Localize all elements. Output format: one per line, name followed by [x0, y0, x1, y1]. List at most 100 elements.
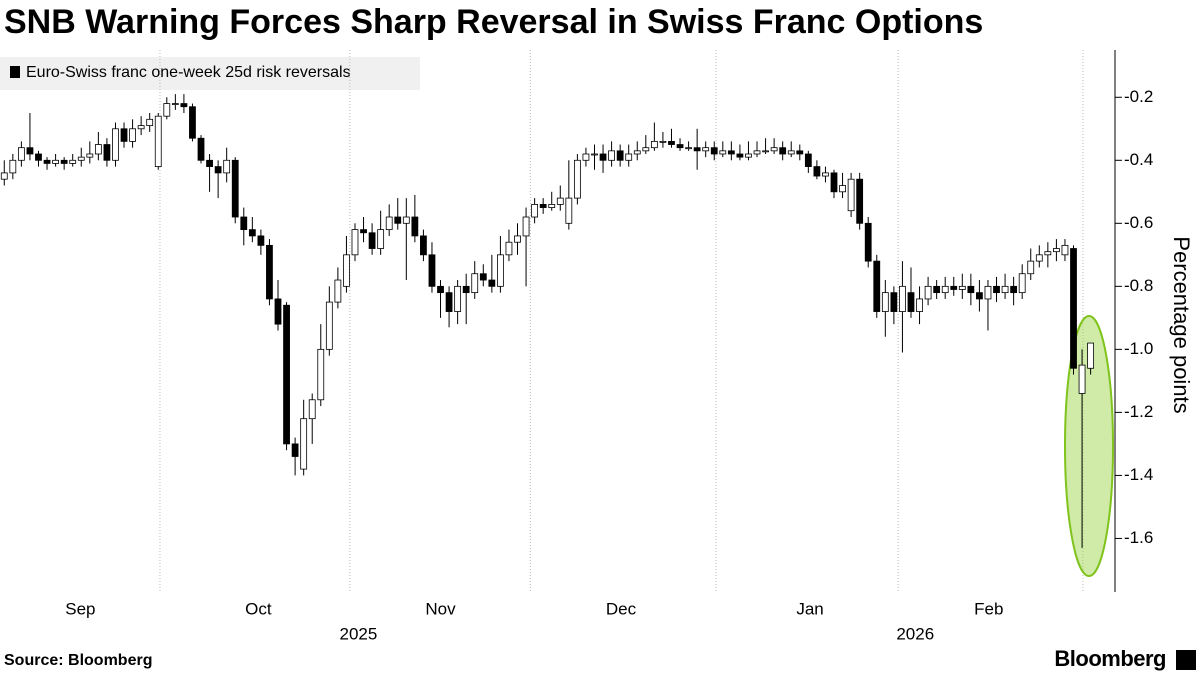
- year-label: 2026: [896, 624, 934, 643]
- candle-body: [736, 153, 744, 158]
- candle-body: [633, 150, 641, 155]
- candle-body: [531, 204, 539, 218]
- candle-body: [411, 216, 419, 237]
- candle-body: [659, 140, 667, 143]
- candle-body: [950, 285, 958, 290]
- x-tick-label: Sep: [65, 599, 95, 618]
- candle-body: [565, 197, 573, 224]
- candle-body: [719, 150, 727, 155]
- candle-body: [556, 197, 564, 205]
- candle-body: [1078, 364, 1086, 394]
- candle-body: [43, 159, 51, 164]
- y-tick-label: -1.2: [1124, 402, 1153, 421]
- candle-body: [779, 147, 787, 155]
- candle-body: [103, 144, 111, 161]
- candle-body: [967, 285, 975, 294]
- candle-body: [146, 118, 154, 127]
- y-tick-label: -1.4: [1124, 465, 1153, 484]
- candle-body: [1087, 342, 1095, 369]
- candle-body: [591, 153, 598, 156]
- candle-body: [154, 115, 162, 167]
- candle-body: [668, 140, 675, 145]
- candle-body: [582, 153, 590, 161]
- candle-body: [189, 106, 196, 139]
- y-tick-label: -0.6: [1124, 213, 1153, 232]
- candle-body: [394, 216, 402, 224]
- candle-body: [608, 150, 615, 161]
- candle-body: [1070, 248, 1077, 369]
- candle-body: [26, 147, 34, 155]
- candle-body: [488, 279, 496, 287]
- x-tick-label: Oct: [245, 599, 272, 618]
- candle-body: [753, 150, 761, 155]
- candle-body: [248, 229, 256, 237]
- candle-body: [206, 159, 213, 167]
- candle-body: [300, 418, 308, 470]
- candle-body: [573, 159, 581, 199]
- chart-title: SNB Warning Forces Sharp Reversal in Swi…: [4, 3, 983, 41]
- candle-body: [360, 229, 367, 234]
- candle-body: [368, 232, 376, 249]
- candle-body: [69, 159, 77, 164]
- candle-body: [505, 241, 513, 256]
- x-tick-label: Nov: [425, 599, 456, 618]
- candle-body: [112, 128, 119, 161]
- candle-body: [1018, 273, 1026, 294]
- candle-body: [437, 285, 444, 294]
- candle-body: [916, 298, 923, 312]
- candle-body: [958, 285, 966, 290]
- candle-body: [890, 292, 898, 312]
- candle-body: [710, 147, 718, 155]
- y-axis-title: Percentage points: [1169, 236, 1194, 413]
- candle-body: [180, 103, 188, 108]
- candle-body: [685, 147, 692, 150]
- year-label: 2025: [339, 624, 377, 643]
- candle-body: [796, 150, 804, 155]
- candle-body: [787, 150, 795, 155]
- candle-body: [402, 216, 410, 224]
- candle-body: [52, 159, 59, 164]
- candle-body: [693, 147, 701, 152]
- candle-body: [847, 178, 855, 212]
- candle-body: [317, 348, 325, 401]
- y-tick-label: -1.6: [1124, 528, 1153, 547]
- candle-body: [308, 399, 316, 420]
- candle-body: [137, 125, 145, 130]
- candle-body: [899, 285, 906, 312]
- candle-body: [941, 285, 949, 294]
- candle-body: [231, 159, 239, 218]
- candle-body: [1044, 251, 1052, 256]
- legend-label: Euro-Swiss franc one-week 25d risk rever…: [26, 64, 351, 81]
- candle-body: [762, 150, 769, 153]
- candle-body: [420, 235, 427, 256]
- candle-body: [856, 178, 864, 224]
- candle-body: [0, 172, 8, 180]
- candle-body: [9, 159, 17, 174]
- candle-body: [924, 285, 932, 300]
- candle-body: [462, 285, 470, 294]
- candle-body: [240, 216, 248, 231]
- candle-body: [471, 273, 479, 294]
- candle-body: [745, 153, 752, 158]
- candle-body: [864, 222, 872, 262]
- candle-body: [257, 235, 265, 246]
- candle-body: [830, 172, 838, 193]
- brand: Bloomberg: [1054, 646, 1166, 671]
- candle-body: [873, 260, 881, 312]
- y-tick-label: -1.0: [1124, 339, 1153, 358]
- candle-body: [171, 103, 179, 105]
- x-tick-label: Dec: [606, 599, 637, 618]
- candle-body: [676, 144, 684, 149]
- brand-icon: [1176, 650, 1196, 670]
- candle-body: [120, 128, 128, 142]
- highlight: [1064, 315, 1114, 577]
- candle-body: [548, 204, 556, 208]
- candle-body: [1010, 285, 1018, 294]
- y-tick-label: -0.8: [1124, 276, 1153, 295]
- candle-body: [129, 128, 136, 142]
- candle-body: [881, 292, 889, 312]
- candle-body: [86, 153, 94, 158]
- candle-body: [377, 229, 385, 249]
- candle-body: [1061, 244, 1069, 256]
